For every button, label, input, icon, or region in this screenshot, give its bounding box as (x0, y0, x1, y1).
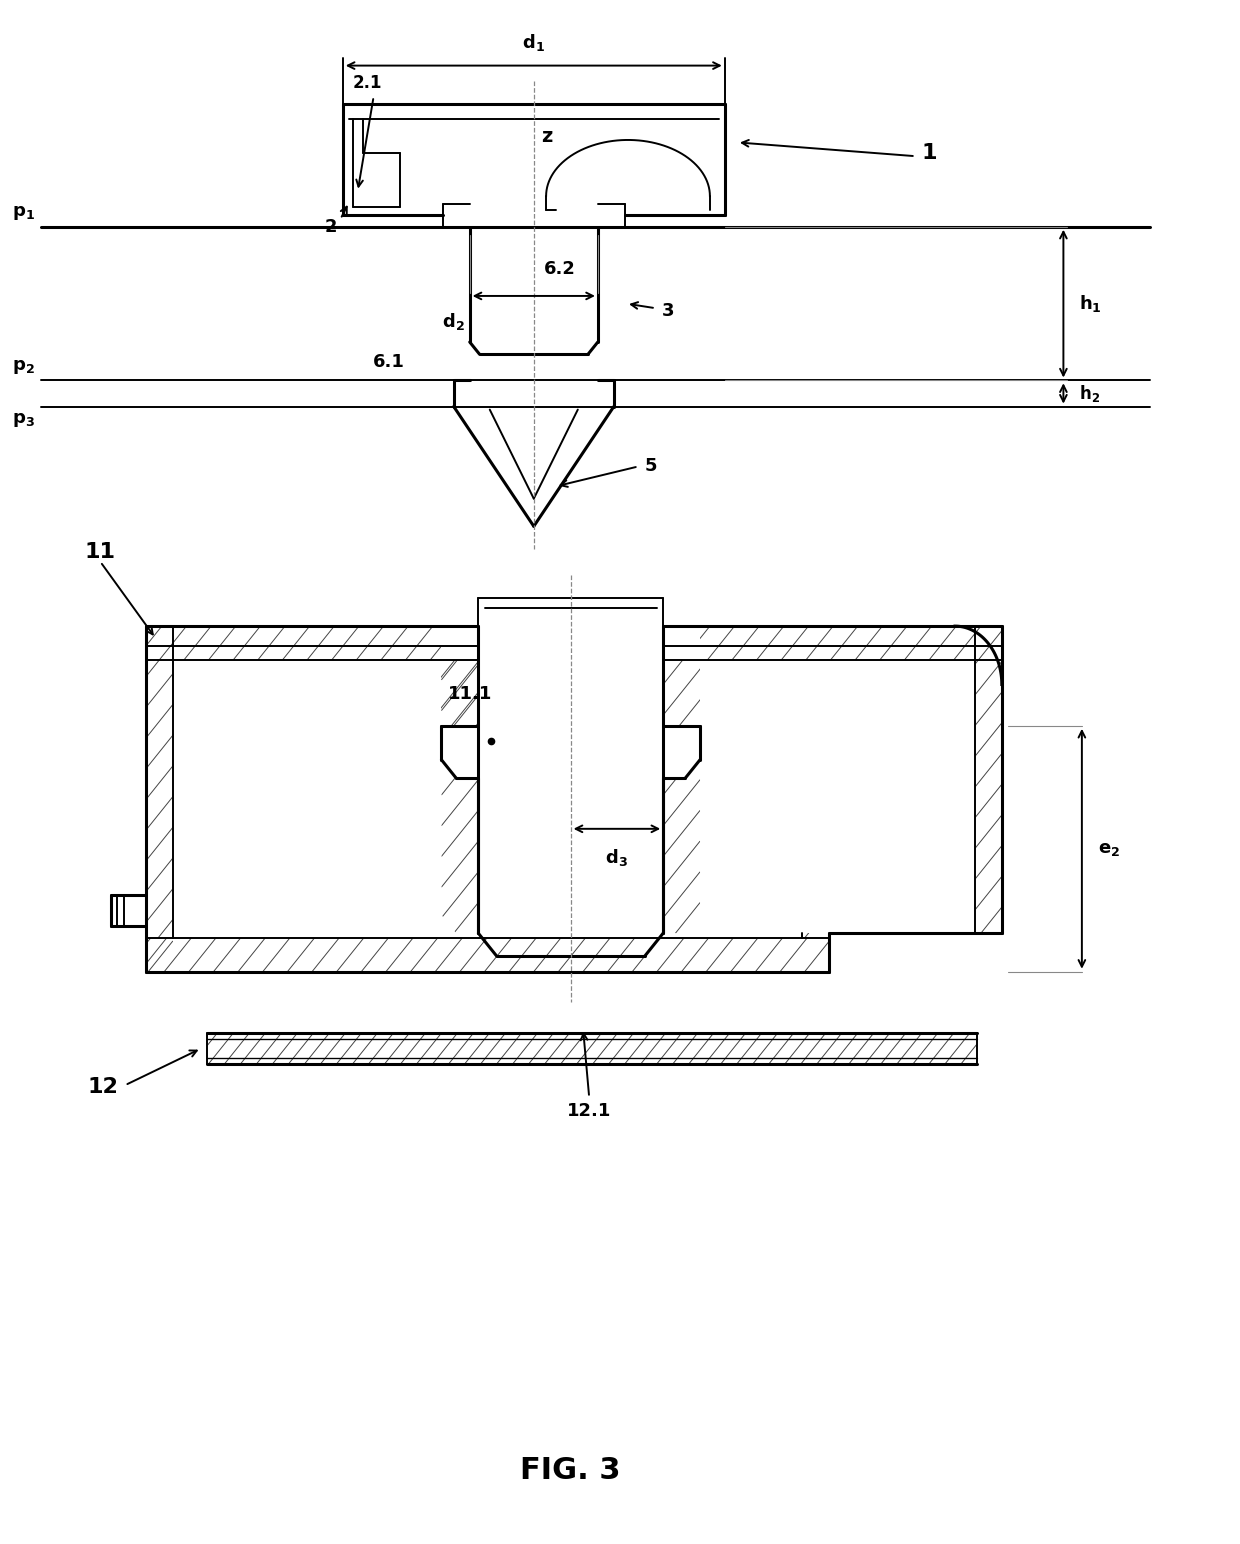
Text: $\mathbf{d_3}$: $\mathbf{d_3}$ (605, 848, 629, 868)
Text: $\mathbf{p_2}$: $\mathbf{p_2}$ (12, 358, 35, 375)
Text: 3: 3 (662, 303, 675, 320)
Text: 6.1: 6.1 (372, 354, 404, 371)
Text: $\mathbf{h_2}$: $\mathbf{h_2}$ (1079, 383, 1100, 405)
Text: 5: 5 (645, 457, 657, 476)
Text: 12: 12 (88, 1076, 119, 1096)
Text: $\mathbf{z}$: $\mathbf{z}$ (541, 127, 553, 147)
Text: $\mathbf{d_1}$: $\mathbf{d_1}$ (522, 32, 546, 54)
Text: 12.1: 12.1 (567, 1102, 611, 1119)
Text: 6.2: 6.2 (543, 259, 575, 278)
Text: 2: 2 (324, 218, 337, 236)
Text: $\mathbf{e_2}$: $\mathbf{e_2}$ (1097, 840, 1120, 858)
Text: 1: 1 (921, 144, 937, 164)
Text: $\mathbf{d_2}$: $\mathbf{d_2}$ (441, 312, 465, 332)
Text: FIG. 3: FIG. 3 (521, 1456, 621, 1485)
Text: $\mathbf{p_1}$: $\mathbf{p_1}$ (12, 204, 35, 222)
Text: 11: 11 (84, 542, 115, 562)
Text: 2.1: 2.1 (352, 74, 382, 91)
Text: 11.1: 11.1 (448, 686, 492, 703)
Text: $\mathbf{h_1}$: $\mathbf{h_1}$ (1079, 293, 1102, 313)
Text: $\mathbf{p_3}$: $\mathbf{p_3}$ (12, 411, 35, 429)
